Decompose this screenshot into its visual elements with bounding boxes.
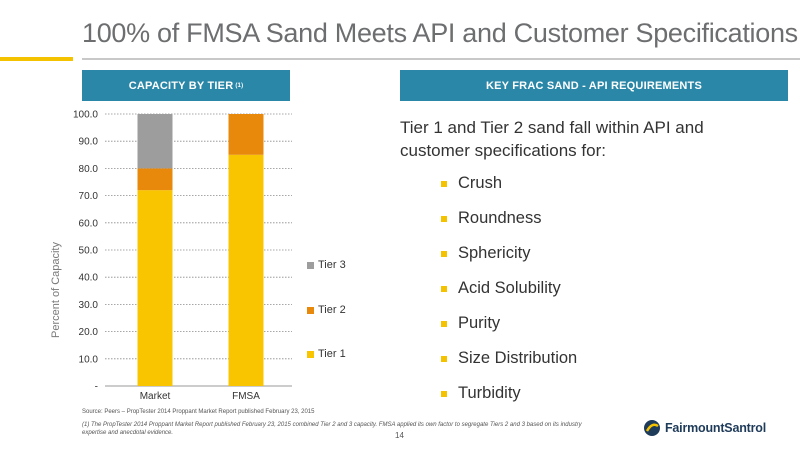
requirement-label: Purity [458, 314, 501, 332]
legend-swatch [307, 261, 314, 269]
y-axis-ticks: - 10.0 20.0 30.0 40.0 50.0 60.0 70.0 80.0 90.0 100… [73, 110, 98, 393]
title-underline [82, 58, 800, 60]
requirement-item: Size Distribution [441, 341, 577, 376]
legend-item: Tier 3 [307, 259, 346, 271]
requirement-label: Turbidity [458, 384, 521, 402]
company-logo: FairmountSantrol [643, 419, 766, 437]
y-tick-label: 60.0 [79, 218, 99, 229]
chart-grid [105, 113, 292, 387]
capacity-header-label: CAPACITY BY TIER [128, 79, 234, 92]
requirement-item: Crush [441, 166, 577, 201]
x-axis-ticks: Market FMSA [140, 391, 260, 402]
y-tick-label: 40.0 [79, 273, 99, 284]
capacity-header: CAPACITY BY TIER (1) [82, 70, 290, 101]
bullet-square-icon [441, 320, 447, 327]
requirement-item: Turbidity [441, 376, 577, 411]
legend-label: Tier 2 [318, 304, 346, 316]
footnote: (1) The PropTester 2014 Proppant Market … [82, 422, 582, 436]
requirements-header-label: KEY FRAC SAND - API REQUIREMENTS [485, 79, 703, 92]
bar-segment-tier-1 [228, 154, 264, 386]
requirements-intro: Tier 1 and Tier 2 sand fall within API a… [400, 118, 704, 160]
requirement-item: Acid Solubility [441, 271, 577, 306]
legend-swatch [307, 350, 314, 358]
bullet-square-icon [441, 250, 447, 257]
bar-segment-tier-1 [137, 190, 173, 386]
legend-item: Tier 2 [307, 304, 346, 316]
y-tick-label: - [95, 382, 98, 393]
y-tick-label: 10.0 [79, 354, 99, 365]
title-accent-bar [0, 57, 73, 61]
y-tick-label: 80.0 [79, 164, 99, 175]
requirement-label: Acid Solubility [458, 279, 561, 297]
bullet-square-icon [441, 355, 447, 362]
bullet-square-icon [441, 215, 447, 222]
requirement-item: Purity [441, 306, 577, 341]
y-tick-label: 30.0 [79, 300, 99, 311]
capacity-chart: - 10.0 20.0 30.0 40.0 50.0 60.0 70.0 80.0 90.0 100… [50, 110, 292, 402]
source-note: Source: Peers – PropTester 2014 Proppant… [82, 409, 315, 415]
y-tick-label: 50.0 [79, 246, 99, 257]
bar-segment-tier-2 [228, 114, 264, 155]
logo-text: FairmountSantrol [665, 421, 766, 435]
x-tick-label: Market [140, 391, 171, 402]
requirement-label: Roundness [458, 209, 542, 227]
legend-label: Tier 3 [318, 259, 346, 271]
bullet-square-icon [441, 180, 447, 187]
bullet-square-icon [441, 390, 447, 397]
requirement-label: Sphericity [458, 244, 531, 262]
requirement-item: Sphericity [441, 236, 577, 271]
logo-mark-icon [644, 420, 660, 436]
bullet-square-icon [441, 285, 447, 292]
bar-segment-tier-3 [137, 114, 173, 169]
requirements-list: Crush Roundness Sphericity Acid Solubility P… [441, 166, 577, 411]
legend-label: Tier 1 [318, 348, 346, 360]
requirement-label: Crush [458, 174, 503, 192]
legend-swatch [307, 306, 314, 314]
page-title: 100% of FMSA Sand Meets API and Customer… [82, 18, 798, 48]
bar-segment-tier-2 [137, 168, 173, 191]
requirements-header: KEY FRAC SAND - API REQUIREMENTS [400, 70, 788, 101]
requirement-label: Size Distribution [458, 349, 578, 367]
chart-bars [137, 114, 264, 386]
y-tick-label: 70.0 [79, 191, 99, 202]
y-tick-label: 90.0 [79, 137, 99, 148]
page-number: 14 [395, 431, 404, 440]
capacity-header-footnote-mark: (1) [235, 82, 244, 89]
x-tick-label: FMSA [232, 391, 260, 402]
y-tick-label: 20.0 [79, 327, 99, 338]
legend-item: Tier 1 [307, 348, 346, 360]
y-tick-label: 100.0 [73, 110, 98, 121]
requirement-item: Roundness [441, 201, 577, 236]
y-axis-label: Percent of Capacity [50, 242, 62, 338]
